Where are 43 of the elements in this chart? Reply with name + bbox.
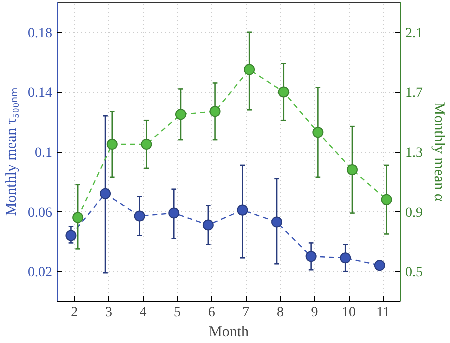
point	[381, 194, 392, 206]
point	[66, 230, 77, 242]
x-tick-label: 2	[71, 306, 78, 320]
x-tick-label: 5	[174, 306, 182, 320]
point	[340, 252, 352, 264]
x-tick-label: 7	[242, 306, 250, 320]
y-tick-label: 0.18	[28, 26, 52, 42]
y-tick-label: 0.14	[28, 86, 52, 102]
point	[237, 204, 248, 216]
x-tick-label: 3	[105, 306, 112, 320]
point	[272, 216, 283, 228]
point	[100, 188, 112, 200]
point	[210, 106, 221, 118]
point	[312, 127, 324, 138]
y-tick-label: 0.02	[28, 266, 52, 281]
x-tick-label: 9	[311, 306, 318, 320]
point	[346, 164, 358, 176]
point	[106, 139, 118, 150]
point	[374, 260, 386, 272]
y2-axis-title: Monthly mean α	[431, 102, 447, 202]
point	[202, 220, 214, 231]
point	[141, 139, 152, 150]
point	[306, 251, 317, 262]
y2-tick-label: 0.9	[406, 206, 423, 221]
x-tick-label: 8	[276, 306, 284, 320]
x-tick-label: 11	[376, 306, 390, 320]
point	[72, 212, 84, 224]
x-tick-label: 6	[208, 306, 216, 320]
y-tick-label: 0.06	[28, 206, 52, 221]
x-axis-title: Month	[209, 324, 250, 340]
point	[168, 208, 180, 219]
y2-tick-label: 1.7	[406, 86, 423, 102]
point	[175, 109, 186, 120]
y2-tick-label: 2.1	[406, 26, 423, 42]
x-tick-label: 4	[140, 306, 147, 320]
y2-tick-label: 0.5	[406, 266, 423, 281]
point	[244, 64, 256, 76]
x-tick-label: 10	[342, 306, 356, 320]
point	[278, 86, 290, 98]
y-tick-label: 0.1	[35, 146, 52, 161]
point	[134, 210, 146, 222]
y-axis-title: Monthly mean τ₅₀₀ₙₘ	[4, 88, 20, 216]
y2-tick-label: 1.3	[406, 146, 423, 161]
